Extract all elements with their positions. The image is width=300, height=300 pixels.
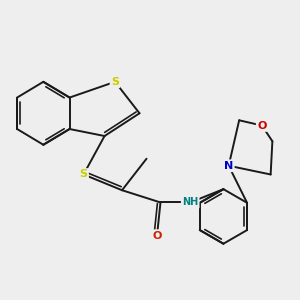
Text: O: O [257,121,267,130]
Text: N: N [224,161,233,171]
Text: S: S [80,169,88,179]
Text: O: O [152,231,162,241]
Text: NH: NH [182,197,198,208]
Text: S: S [111,77,119,87]
